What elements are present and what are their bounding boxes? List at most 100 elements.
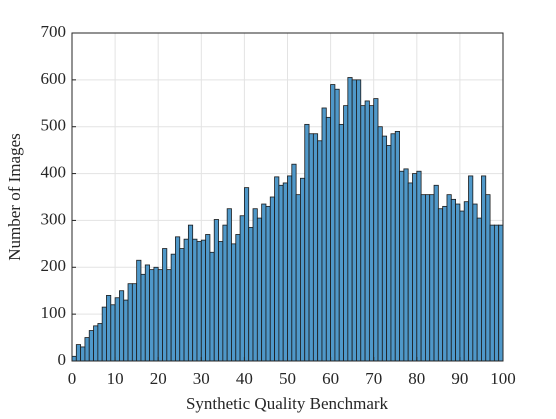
bar <box>144 264 150 362</box>
bar <box>442 205 448 362</box>
bar <box>131 283 138 362</box>
bar <box>274 176 280 362</box>
bar <box>481 175 487 362</box>
bars <box>71 77 504 362</box>
bar <box>97 323 103 362</box>
bar <box>459 210 465 362</box>
bar <box>446 194 452 362</box>
bar <box>248 227 254 362</box>
bar <box>304 123 310 362</box>
x-tick-label: 50 <box>279 369 296 388</box>
y-tick-label: 600 <box>41 69 67 88</box>
bar <box>80 346 86 362</box>
bar <box>498 224 504 362</box>
bar <box>399 170 405 362</box>
bar <box>287 175 293 362</box>
y-tick-label: 700 <box>41 22 67 41</box>
bar <box>88 330 94 362</box>
bar <box>71 355 77 362</box>
x-tick-label: 100 <box>490 369 516 388</box>
bar <box>403 168 409 362</box>
bar <box>394 130 400 362</box>
bar <box>153 266 159 362</box>
bar <box>218 241 224 362</box>
bar <box>330 84 336 362</box>
bar <box>192 238 198 362</box>
bar <box>175 236 181 362</box>
bar <box>493 224 500 362</box>
bar <box>360 105 366 362</box>
y-tick-label: 400 <box>41 162 67 181</box>
x-tick-label: 40 <box>236 369 253 388</box>
bar <box>205 234 211 362</box>
bar <box>291 163 297 362</box>
bar <box>157 269 163 362</box>
bar <box>325 116 332 362</box>
bar <box>364 100 370 362</box>
bar <box>373 98 379 362</box>
bar <box>455 203 461 362</box>
bar <box>338 123 344 362</box>
bar <box>136 259 142 362</box>
bar <box>213 219 219 362</box>
bar <box>377 126 383 362</box>
bar <box>412 173 418 362</box>
bar <box>390 133 396 362</box>
bar <box>485 194 491 362</box>
x-tick-label: 30 <box>193 369 210 388</box>
y-tick-label: 0 <box>58 350 67 369</box>
bar <box>437 208 444 362</box>
bar <box>476 217 482 362</box>
y-axis-label: Number of Images <box>5 133 24 260</box>
y-tick-label: 500 <box>41 116 67 135</box>
bar <box>420 194 426 362</box>
bar <box>235 234 241 362</box>
bar <box>127 283 133 362</box>
bar <box>75 344 82 362</box>
bar <box>334 88 340 362</box>
bar <box>231 243 237 362</box>
bar <box>200 239 207 362</box>
bar <box>261 203 267 362</box>
bar <box>386 145 392 362</box>
y-tick-label: 100 <box>41 303 67 322</box>
bar <box>226 208 232 362</box>
bar <box>429 194 435 362</box>
bar <box>300 177 306 362</box>
bar <box>196 241 202 362</box>
bar <box>149 269 155 362</box>
bar <box>252 208 258 362</box>
x-tick-label: 90 <box>451 369 468 388</box>
ticks: 0 100 200 300 400 500 600 700 0 10 20 30 40 50 60 70 80 9… <box>41 22 516 388</box>
bar <box>317 140 323 362</box>
bar <box>114 297 120 362</box>
bar <box>381 135 388 362</box>
bar <box>110 304 116 362</box>
bar <box>93 325 99 362</box>
bar <box>308 133 314 362</box>
bar <box>183 238 189 362</box>
bar <box>106 294 112 362</box>
x-tick-label: 60 <box>322 369 339 388</box>
bar <box>123 299 129 362</box>
bar <box>463 201 469 362</box>
bar <box>222 224 228 362</box>
bar <box>170 253 176 362</box>
x-tick-label: 10 <box>107 369 124 388</box>
bar <box>356 79 362 362</box>
y-tick-label: 300 <box>41 209 67 228</box>
bar <box>140 273 146 362</box>
bar <box>119 290 125 362</box>
bar <box>472 203 478 362</box>
bar <box>312 133 319 362</box>
bar <box>256 217 263 362</box>
bar <box>489 224 495 362</box>
bar <box>282 182 288 362</box>
bar <box>84 337 90 362</box>
bar <box>269 196 275 362</box>
bar <box>187 224 194 362</box>
x-tick-label: 80 <box>408 369 425 388</box>
bar <box>209 251 215 362</box>
x-axis-label: Synthetic Quality Benchmark <box>186 394 389 413</box>
